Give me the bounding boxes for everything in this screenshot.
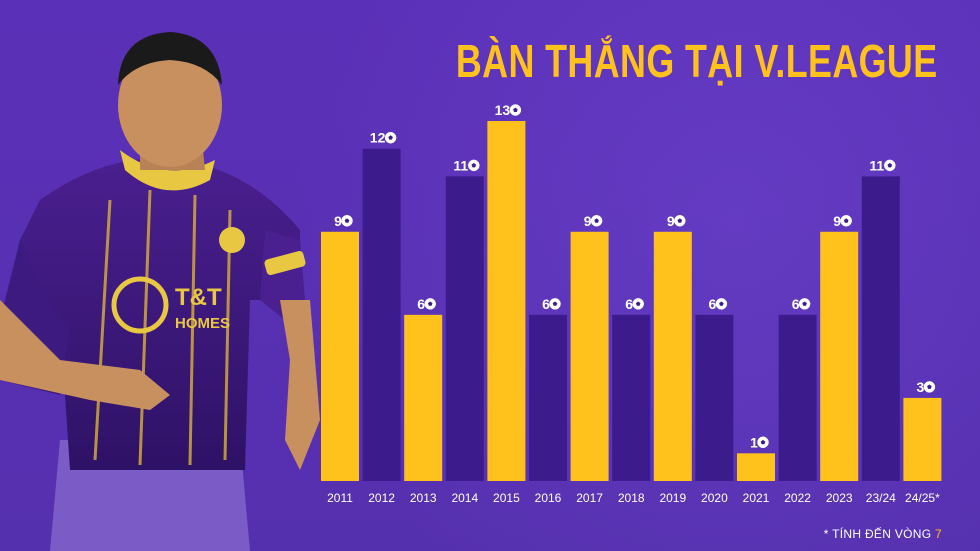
bar-2012 xyxy=(362,148,401,481)
soccer-ball-icon xyxy=(424,298,436,310)
category-label: 2011 xyxy=(327,491,353,505)
soccer-ball-icon xyxy=(549,298,561,310)
category-label: 2012 xyxy=(368,491,395,505)
category-label: 24/25* xyxy=(905,491,940,505)
bar-2014 xyxy=(445,176,484,481)
soccer-ball-icon xyxy=(341,215,353,227)
soccer-ball-icon xyxy=(674,215,686,227)
soccer-ball-icon xyxy=(840,215,852,227)
value-label: 9 xyxy=(584,213,592,229)
svg-text:T&T: T&T xyxy=(175,284,222,311)
soccer-ball-icon xyxy=(884,159,896,172)
svg-text:HOMES: HOMES xyxy=(175,315,230,332)
soccer-ball-icon xyxy=(757,436,769,449)
category-label: 2022 xyxy=(784,491,811,505)
value-label: 6 xyxy=(542,296,550,312)
bar-2020 xyxy=(695,314,734,481)
soccer-ball-icon xyxy=(468,159,480,172)
category-label: 2021 xyxy=(743,491,770,505)
value-label: 6 xyxy=(417,296,425,312)
soccer-ball-icon xyxy=(798,298,811,310)
category-label: 23/24 xyxy=(866,491,896,505)
value-label: 3 xyxy=(917,379,925,395)
bar-24/25* xyxy=(903,397,942,481)
bar-2017 xyxy=(570,231,609,481)
value-label: 11 xyxy=(453,157,468,173)
value-label: 6 xyxy=(709,296,717,312)
soccer-ball-icon xyxy=(923,381,936,393)
bar-2023 xyxy=(820,231,859,481)
value-label: 6 xyxy=(792,296,800,312)
value-label: 11 xyxy=(869,157,884,173)
value-label: 9 xyxy=(334,213,342,229)
bar-2013 xyxy=(404,314,443,481)
footnote-round: 7 xyxy=(935,527,942,541)
category-label: 2013 xyxy=(410,491,437,505)
category-label: 2014 xyxy=(451,491,478,505)
soccer-ball-icon xyxy=(590,215,603,227)
soccer-ball-icon xyxy=(384,131,397,144)
footnote: * TÍNH ĐẾN VÒNG 7 xyxy=(824,527,942,541)
chart-title: BÀN THẮNG TẠI V.LEAGUE xyxy=(456,35,938,87)
value-label: 6 xyxy=(625,296,633,312)
value-label: 1 xyxy=(750,434,758,450)
bar-2011 xyxy=(321,231,359,481)
value-label: 9 xyxy=(833,213,841,229)
category-label: 2017 xyxy=(576,491,603,505)
bar-2018 xyxy=(612,314,651,481)
soccer-ball-icon xyxy=(715,298,728,310)
value-label: 12 xyxy=(370,130,386,146)
footnote-text: * TÍNH ĐẾN VÒNG xyxy=(823,527,936,541)
bar-2021 xyxy=(737,453,775,481)
soccer-ball-icon xyxy=(509,104,522,116)
bar-2019 xyxy=(653,231,692,481)
category-label: 2023 xyxy=(826,491,853,505)
value-label: 9 xyxy=(667,213,675,229)
category-label: 2019 xyxy=(659,491,686,505)
category-label: 2018 xyxy=(618,491,645,505)
bar-2022 xyxy=(778,314,817,481)
player-photo: T&T HOMES xyxy=(0,32,320,551)
bar-2015 xyxy=(487,121,526,481)
category-label: 2015 xyxy=(493,491,520,505)
value-label: 13 xyxy=(495,102,511,118)
category-label: 2020 xyxy=(701,491,728,505)
category-label: 2016 xyxy=(535,491,562,505)
bar-23/24 xyxy=(861,176,900,481)
bar-2016 xyxy=(529,314,567,481)
soccer-ball-icon xyxy=(632,298,644,310)
